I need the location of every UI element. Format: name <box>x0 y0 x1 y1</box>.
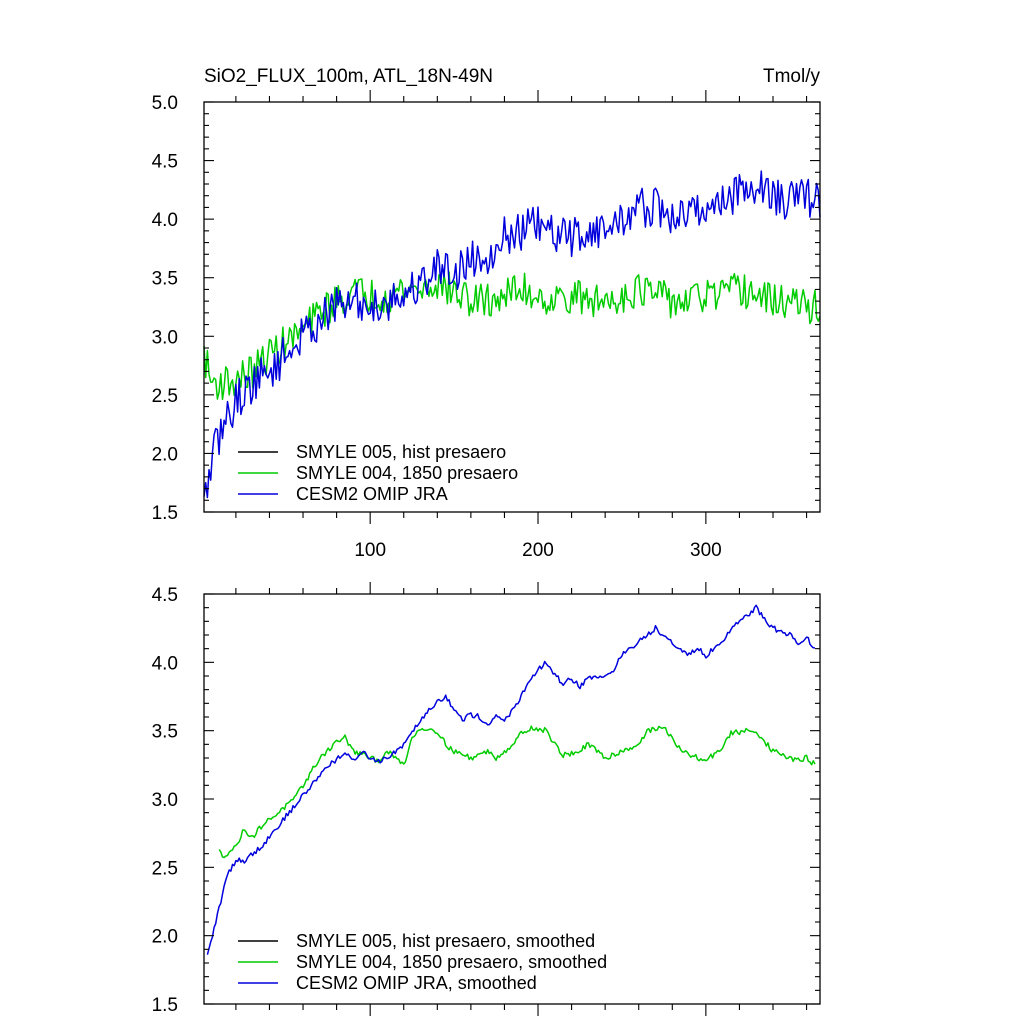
bottom-y-tick-label: 4.5 <box>152 585 178 606</box>
top-y-tick-label: 4.5 <box>152 152 178 173</box>
top-series-line-2 <box>203 170 821 499</box>
top-y-tick-label: 3.0 <box>152 327 178 348</box>
bottom-y-tick-label: 2.0 <box>152 927 178 948</box>
top-legend-label-1: SMYLE 004, 1850 presaero <box>296 463 518 483</box>
top-y-tick-label: 1.5 <box>152 503 178 524</box>
top-y-tick-label: 2.5 <box>152 386 178 407</box>
bottom-legend-label-2: CESM2 OMIP JRA, smoothed <box>296 973 537 993</box>
bottom-y-tick-label: 3.0 <box>152 790 178 811</box>
top-y-tick-label: 5.0 <box>152 93 178 114</box>
bottom-y-tick-label: 1.5 <box>152 995 178 1016</box>
top-x-tick-label: 200 <box>522 540 554 561</box>
bottom-y-tick-label: 4.0 <box>152 653 178 674</box>
top-plot-frame <box>203 101 821 513</box>
bottom-series-line-2 <box>206 604 816 955</box>
top-y-tick-label: 2.0 <box>152 444 178 465</box>
bottom-y-tick-label: 3.5 <box>152 722 178 743</box>
bottom-panel: 1.5 2.0 2.5 3.0 3.5 4.0 4.5 SMYLE 005, hist pr… <box>152 582 821 1016</box>
bottom-series-line-1 <box>218 725 816 859</box>
top-chart-units: Tmol/y <box>763 66 821 87</box>
bottom-legend-label-0: SMYLE 005, hist presaero, smoothed <box>296 931 595 951</box>
top-x-tick-label: 300 <box>690 540 722 561</box>
top-y-tick-label: 4.0 <box>152 210 178 231</box>
top-panel: SiO2_FLUX_100m, ATL_18N-49N Tmol/y 1.5 2.… <box>152 66 821 561</box>
bottom-legend-label-1: SMYLE 004, 1850 presaero, smoothed <box>296 952 607 972</box>
top-y-tick-label: 3.5 <box>152 269 178 290</box>
top-legend-label-2: CESM2 OMIP JRA <box>296 484 448 504</box>
top-legend-label-0: SMYLE 005, hist presaero <box>296 442 506 462</box>
top-chart-title: SiO2_FLUX_100m, ATL_18N-49N <box>204 66 493 87</box>
bottom-y-tick-label: 2.5 <box>152 858 178 879</box>
top-x-tick-label: 100 <box>354 540 386 561</box>
top-series-line-1 <box>203 271 821 401</box>
